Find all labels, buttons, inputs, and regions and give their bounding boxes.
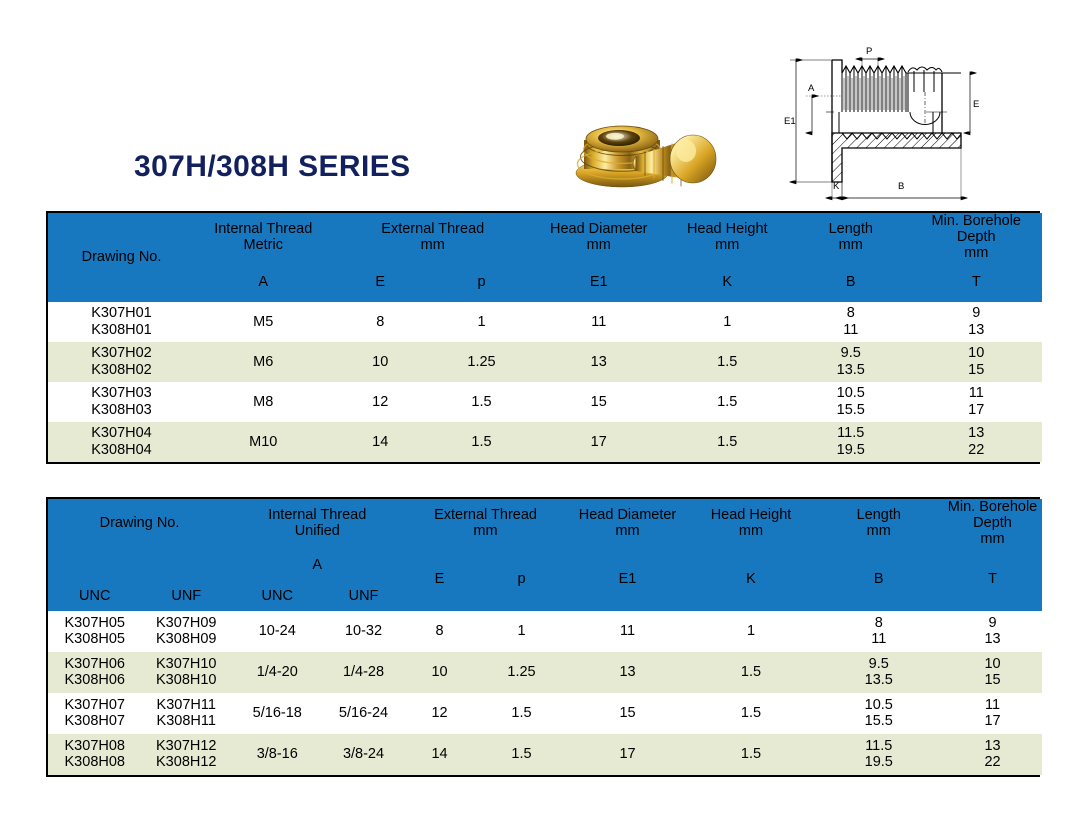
svg-text:B: B: [898, 181, 904, 192]
svg-text:P: P: [866, 46, 872, 57]
svg-text:E: E: [973, 99, 979, 110]
svg-text:E1: E1: [784, 116, 796, 127]
svg-text:K: K: [833, 181, 840, 192]
svg-text:A: A: [808, 83, 815, 94]
